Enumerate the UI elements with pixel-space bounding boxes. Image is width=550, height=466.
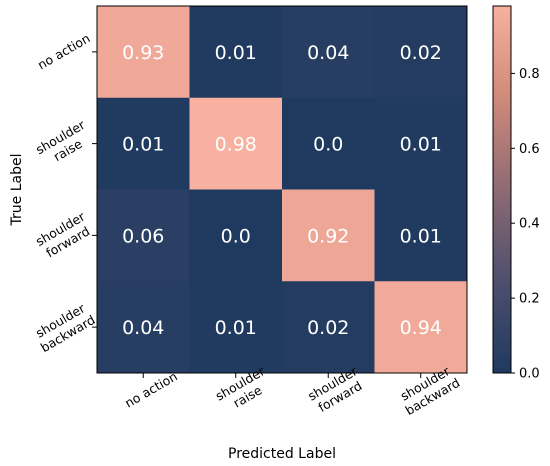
heatmap-cell-r1-c1: [189, 97, 283, 190]
cell-value-label-r2-c3: 0.01: [400, 225, 442, 247]
cell-value-label-r3-c3: 0.94: [400, 317, 442, 339]
colorbar-tick-label: 0.0: [519, 367, 540, 382]
y-tick-label: shoulderraise: [33, 117, 96, 171]
heatmap-cell-r3-c2: [282, 281, 375, 374]
heatmap-cell-r0-c0: [97, 6, 190, 99]
cell-value-label-r0-c2: 0.04: [307, 42, 349, 64]
cell-value-label-r1-c2: 0.0: [313, 134, 343, 156]
cell-value-label-r1-c1: 0.98: [215, 134, 257, 156]
heatmap-cell-r1-c3: [374, 97, 468, 190]
heatmap-cell-r0-c2: [282, 6, 375, 99]
heatmap-cell-r0-c1: [189, 6, 283, 99]
plot-frame: [96, 5, 468, 374]
heatmap-cell-r0-c3: [374, 6, 468, 99]
y-tick-label-line: no action: [35, 30, 93, 72]
heatmap-cell-r2-c1: [189, 189, 283, 282]
cell-value-label-r0-c3: 0.02: [400, 42, 442, 64]
heatmap-cells: [97, 6, 468, 374]
cell-value-label-r3-c0: 0.04: [122, 317, 164, 339]
y-axis-title: True Label: [9, 154, 25, 227]
cell-value-label-r3-c1: 0.01: [215, 317, 257, 339]
cell-value-label-r1-c0: 0.01: [122, 134, 164, 156]
heatmap-cell-r1-c0: [97, 97, 190, 190]
heatmap-cell-r3-c3: [374, 281, 468, 374]
cell-value-label-r0-c0: 0.93: [122, 42, 164, 64]
y-tick-label: shoulderforward: [33, 208, 96, 262]
cell-value-label-r0-c1: 0.01: [215, 42, 257, 64]
colorbar-gradient: [492, 5, 512, 374]
y-tick-label: shoulderbackward: [30, 299, 97, 355]
colorbar-tick-label: 0.6: [519, 142, 540, 157]
cell-value-label-r2-c2: 0.92: [307, 225, 349, 247]
x-tick-label-line: no action: [122, 369, 180, 411]
cell-value-label-r2-c0: 0.06: [122, 225, 164, 247]
heatmap-cell-labels: 0.93 0.01 0.04 0.02 0.01 0.98 0.0 0.01 0.06 0.0 0.…: [122, 42, 442, 339]
cell-value-label-r2-c1: 0.0: [221, 225, 251, 247]
heatmap-cell-r2-c2: [282, 189, 375, 282]
colorbar-tick-label: 0.4: [519, 217, 540, 232]
cell-value-label-r1-c3: 0.01: [400, 134, 442, 156]
cell-value-label-r3-c2: 0.02: [307, 317, 349, 339]
heatmap-cell-r3-c1: [189, 281, 283, 374]
colorbar-tick-label: 0.8: [519, 67, 540, 82]
heatmap-cell-r3-c0: [97, 281, 190, 374]
y-tick-label: no action: [35, 30, 93, 72]
heatmap-cell-r1-c2: [282, 97, 375, 190]
colorbar: 0.0 0.2 0.4 0.6 0.8: [492, 5, 540, 382]
heatmap-cell-r2-c0: [97, 189, 190, 282]
y-axis-ticks: no action shoulderraise shoulderforward sho…: [30, 30, 98, 355]
x-axis-title: Predicted Label: [228, 446, 336, 462]
heatmap-cell-r2-c3: [374, 189, 468, 282]
x-tick-label: no action: [122, 369, 180, 411]
colorbar-tick-label: 0.2: [519, 292, 540, 307]
